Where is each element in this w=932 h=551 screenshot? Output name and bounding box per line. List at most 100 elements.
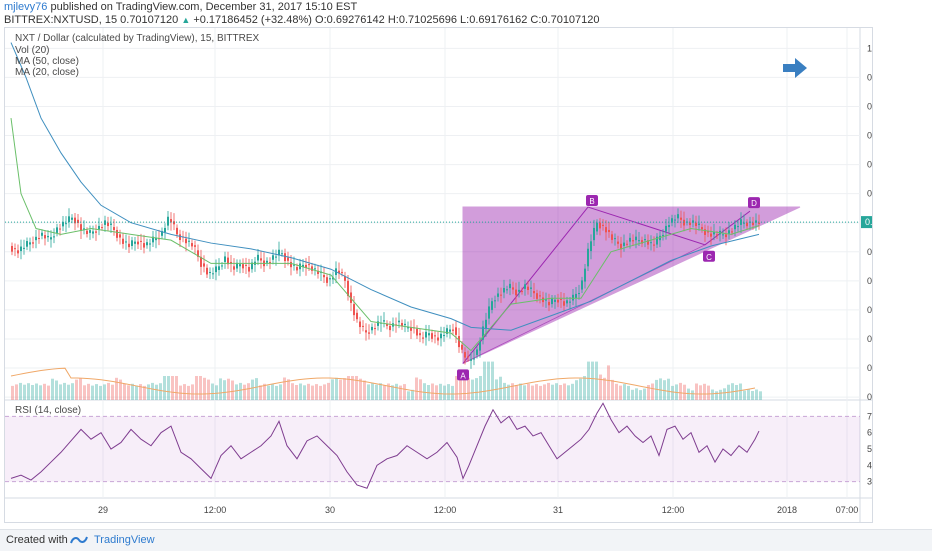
volume-bar (43, 383, 46, 400)
candle-body (593, 227, 595, 241)
pattern-point-label: B (589, 197, 594, 206)
candle-body (41, 232, 43, 236)
volume-bar (311, 385, 314, 400)
time-tick-label: 30 (325, 505, 335, 515)
volume-bar (167, 376, 170, 400)
volume-bar (15, 384, 18, 400)
candle-body (185, 238, 187, 244)
candle-body (119, 234, 121, 238)
volume-bar (151, 382, 154, 400)
volume-bar (95, 384, 98, 400)
candle-body (488, 306, 490, 319)
candle-body (584, 268, 586, 282)
volume-bar (23, 384, 26, 400)
volume-bar (463, 379, 466, 400)
candle-body (431, 333, 433, 339)
volume-bar (131, 383, 134, 400)
volume-bar (351, 376, 354, 400)
candle-body (101, 227, 103, 229)
pattern-point-badge (586, 195, 598, 207)
candle-body (389, 325, 391, 331)
candle-body (539, 295, 541, 297)
candle-body (341, 272, 343, 274)
candle-body (149, 243, 151, 245)
price-tick-label: 0.80000000 (867, 160, 872, 170)
publish-info: published on TradingView.com, December 3… (50, 1, 358, 13)
tradingview-brand-link[interactable]: TradingView (94, 534, 155, 546)
candle-body (344, 276, 346, 281)
pattern-point-label: C (706, 253, 712, 262)
candle-body (422, 337, 424, 339)
footer-bar: Created with TradingView (0, 529, 932, 551)
candle-body (290, 261, 292, 268)
volume-bar (527, 383, 530, 400)
last-price-tag-text: 0.70107120 (865, 217, 872, 227)
candle-body (329, 278, 331, 280)
volume-bar (627, 385, 630, 400)
candle-body (398, 320, 400, 323)
volume-bar (451, 385, 454, 400)
candle-body (248, 267, 250, 272)
volume-bar (183, 384, 186, 400)
candle-body (665, 225, 667, 232)
volume-bar (91, 385, 94, 400)
candle-body (710, 233, 712, 237)
volume-bar (599, 374, 602, 400)
candle-body (47, 235, 49, 238)
volume-bar (415, 377, 418, 400)
volume-bar (319, 385, 322, 400)
volume-bar (335, 377, 338, 400)
candle-body (104, 220, 106, 225)
candle-body (509, 283, 511, 289)
right-arrow-icon (783, 58, 807, 78)
volume-bar (51, 378, 54, 400)
candle-body (572, 294, 574, 301)
candle-body (317, 270, 319, 275)
candle-body (44, 235, 46, 239)
ma50-indicator-label[interactable]: MA (50, close) (15, 56, 79, 67)
candle-body (716, 234, 718, 236)
time-tick-label: 2018 (777, 505, 797, 515)
volume-bar (11, 385, 14, 400)
candle-body (107, 222, 109, 227)
candle-body (674, 219, 676, 221)
candle-body (410, 327, 412, 331)
volume-bar (583, 376, 586, 400)
candle-body (746, 222, 748, 227)
candle-body (176, 227, 178, 235)
candle-body (617, 241, 619, 244)
volume-bar (715, 391, 718, 400)
volume-bar (359, 378, 362, 400)
volume-bar (711, 389, 714, 400)
volume-bar (111, 384, 114, 400)
volume-bar (431, 383, 434, 400)
volume-bar (143, 385, 146, 400)
vol-indicator-label[interactable]: Vol (20) (15, 45, 50, 56)
volume-bar (287, 379, 290, 400)
candle-body (374, 328, 376, 330)
volume-bar (567, 385, 570, 400)
candle-body (314, 268, 316, 270)
candle-body (449, 329, 451, 332)
volume-bar (407, 391, 410, 400)
volume-bar (555, 383, 558, 400)
volume-bar (643, 388, 646, 400)
candle-body (668, 225, 670, 228)
candle-body (533, 291, 535, 294)
volume-bar (579, 378, 582, 400)
candle-body (455, 327, 457, 335)
candle-body (125, 241, 127, 243)
volume-bar (663, 380, 666, 400)
symbol-name: BITTREX:NXTUSD, 15 (4, 14, 118, 26)
candle-body (548, 301, 550, 306)
triangle-pattern (462, 206, 801, 365)
candle-body (491, 301, 493, 310)
rsi-band (5, 416, 860, 482)
ma20-indicator-label[interactable]: MA (20, close) (15, 67, 79, 78)
author-link[interactable]: mjlevy76 (4, 1, 48, 13)
candle-body (563, 301, 565, 306)
rsi-indicator-label[interactable]: RSI (14, close) (15, 405, 82, 416)
candle-body (497, 293, 499, 297)
